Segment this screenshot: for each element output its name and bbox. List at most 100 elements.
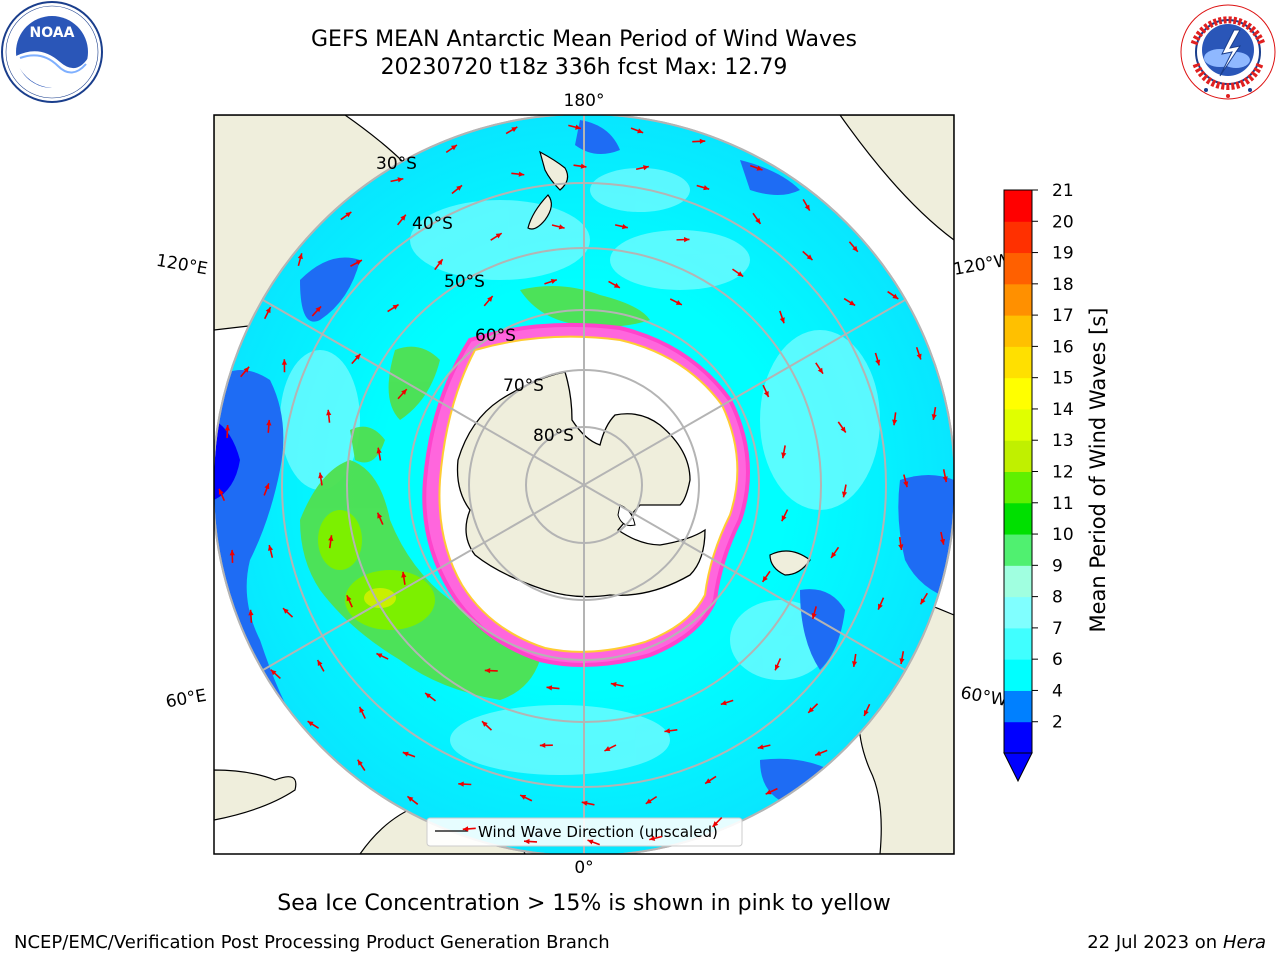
wave-arrow-head (604, 746, 611, 751)
colorbar-tick-label: 16 (1052, 337, 1074, 357)
wave-arrow-head (637, 128, 644, 134)
wave-arrow-head (931, 414, 937, 420)
wave-arrow-head (355, 260, 362, 265)
wave-arrow-head (765, 789, 772, 795)
run-date: 22 Jul 2023 on Hera (1087, 932, 1266, 953)
wave-direction-arrows (218, 124, 948, 846)
wave-arrow-head (762, 575, 768, 582)
wave-arrow-head (864, 709, 869, 716)
colorbar-segment (1004, 408, 1032, 441)
wave-arrow-head (808, 707, 814, 713)
wave-arrow-head (397, 177, 404, 183)
wave-arrow-head (649, 835, 656, 841)
colorbar-tick-label: 8 (1052, 588, 1063, 608)
wave-arrow-head (852, 245, 858, 252)
graticule (214, 115, 954, 854)
wave-arrow-head (376, 653, 383, 659)
meridian-label-60w: 60°W (959, 683, 1009, 711)
wave-arrow-head (939, 538, 946, 545)
colorbar-segment (1004, 534, 1032, 566)
colorbar-segment (1004, 565, 1032, 598)
chart-title: GEFS MEAN Antarctic Mean Period of Wind … (311, 27, 857, 52)
wave-arrow-head (550, 278, 557, 284)
meridian-label-120e: 120°E (155, 251, 209, 280)
wave-arrow-head (283, 608, 289, 614)
wave-arrow-head (317, 660, 323, 667)
wave-arrow-head (781, 452, 787, 459)
wave-arrow-head (575, 124, 581, 130)
wave-arrow-head (613, 282, 620, 288)
wave-arrow-head (354, 353, 361, 360)
wave-arrow-head (705, 778, 712, 784)
latitude-label-40s: 40°S (412, 214, 453, 234)
wave-arrow-head (326, 409, 332, 416)
wave-arrow-head (580, 163, 587, 169)
wave-arrow-head (806, 254, 813, 261)
wave-arrow-head (756, 165, 763, 171)
sea-ice-note: Sea Ice Concentration > 15% is shown in … (277, 891, 891, 916)
wave-arrow-head (539, 742, 546, 748)
wave-arrow-head (878, 603, 883, 610)
noaa-logo: NOAA (1, 1, 103, 103)
wave-arrow-head (899, 658, 905, 665)
colorbar-tick-label: 4 (1052, 681, 1063, 701)
wave-arrow-head (664, 728, 671, 734)
colorbar-segment (1004, 190, 1032, 222)
wave-arrow-head (511, 126, 518, 132)
wave-arrow-head (297, 253, 303, 260)
wave-arrow-head (916, 353, 922, 360)
run-date-text: 22 Jul 2023 on (1087, 932, 1223, 953)
wave-arrow-head (377, 512, 383, 519)
wave-arrow-head (817, 367, 823, 374)
wave-arrow-head (831, 552, 837, 558)
wave-arrow-head (610, 682, 617, 688)
colorbar-segment (1004, 690, 1032, 723)
wave-arrow-head (841, 491, 848, 498)
meridian-label-0: 0° (574, 858, 593, 878)
wave-arrow-head (683, 236, 690, 243)
latitude-label-50s: 50°S (444, 272, 485, 292)
wave-arrow-head (892, 419, 898, 426)
chart-subtitle: 20230720 t18z 336h fcst Max: 12.79 (380, 55, 788, 80)
colorbar-segment (1004, 283, 1032, 316)
legend: Wind Wave Direction (unscaled) (426, 817, 743, 847)
wave-arrow-head (587, 839, 594, 845)
wave-arrow-head (307, 721, 314, 727)
colorbar-segment (1004, 440, 1032, 472)
wave-arrow-head (892, 293, 899, 299)
colorbar-tick-label: 15 (1052, 369, 1074, 389)
meridian-label-120w: 120°W (952, 250, 1013, 280)
wave-arrow-head (456, 185, 463, 191)
colorbar-segment (1004, 346, 1032, 379)
wave-arrow-head (437, 259, 443, 266)
wave-arrow-head (495, 233, 502, 239)
wave-arrow-head (224, 425, 231, 431)
wave-arrow-head (898, 544, 904, 551)
meridian-label-60e: 60°E (164, 686, 208, 713)
wave-arrow-head (425, 693, 432, 699)
wave-arrow-head (804, 204, 810, 211)
wave-arrow-head (345, 211, 352, 218)
wave-arrow-head (520, 795, 527, 800)
wave-arrow-head (462, 826, 469, 832)
wave-arrow-head (248, 609, 254, 616)
wave-arrow-head (524, 838, 530, 845)
wave-arrow-head (268, 545, 274, 551)
wave-arrow-head (703, 185, 710, 191)
noaa-wordmark: NOAA (30, 25, 75, 41)
wave-arrow-head (942, 476, 948, 483)
colorbar-tick-label: 19 (1052, 244, 1074, 264)
wave-arrow-head (645, 798, 652, 804)
wave-arrow-head (849, 300, 856, 306)
colorbar-segment (1004, 221, 1032, 254)
wave-arrow-head (328, 535, 334, 541)
latitude-label-80s: 80°S (533, 426, 574, 446)
colorbar-segment (1004, 502, 1032, 535)
colorbar-label: Mean Period of Wind Waves [s] (1086, 308, 1110, 633)
wave-arrow-head (265, 307, 271, 314)
wave-arrow-head (400, 214, 406, 221)
colorbar-segment (1004, 252, 1032, 285)
wave-arrow-head (546, 685, 553, 691)
wave-arrow-head (376, 447, 382, 454)
